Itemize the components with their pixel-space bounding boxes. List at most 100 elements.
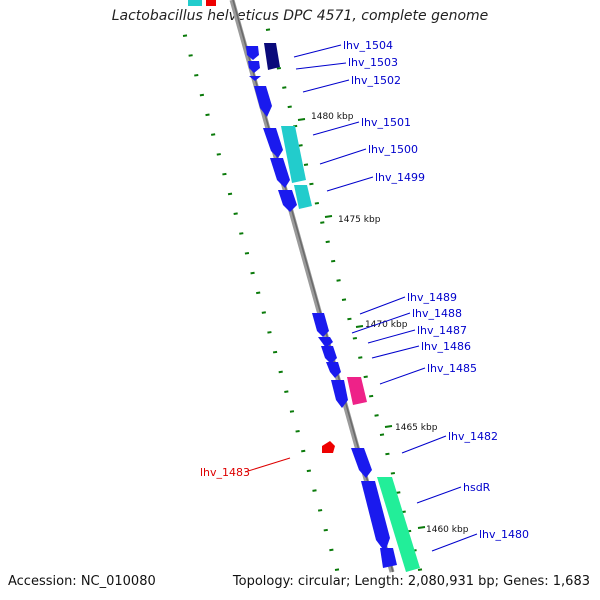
track-dot	[261, 311, 266, 314]
gene-label: hsdR	[463, 481, 491, 494]
cds-arrow	[331, 380, 348, 408]
cds-arrow	[278, 190, 297, 212]
tick-label: 1480 kbp	[311, 112, 354, 122]
accession-text: Accession: NC_010080	[8, 574, 156, 589]
track-dot	[347, 317, 352, 321]
cds-arrow	[326, 362, 341, 378]
track-dot	[205, 113, 210, 117]
track-dot	[303, 163, 309, 166]
gene-label: lhv_1504	[343, 39, 393, 52]
track-dot	[250, 271, 255, 275]
gene-label: lhv_1483	[200, 466, 250, 479]
track-dot	[222, 172, 227, 176]
track-dot	[358, 356, 363, 359]
cds-arrow	[361, 481, 390, 552]
track-dot	[227, 192, 233, 196]
gene-label: lhv_1502	[351, 74, 401, 87]
track-dot	[330, 259, 336, 263]
cds-arrow	[380, 548, 397, 568]
track-dot	[396, 491, 401, 494]
track-dot	[368, 394, 374, 398]
tick-label: 1460 kbp	[426, 525, 469, 535]
track-dot	[256, 291, 261, 295]
track-dot	[325, 240, 330, 244]
track-dot	[239, 232, 244, 235]
cds-cyan-block	[294, 185, 312, 209]
cds-arrow	[246, 46, 259, 60]
track-dot	[284, 390, 289, 393]
tick-label: 1470 kbp	[365, 320, 408, 330]
gene-label: lhv_1503	[348, 56, 398, 69]
gene-label: lhv_1487	[417, 324, 467, 337]
track-dot	[352, 336, 358, 340]
tick-label: 1465 kbp	[395, 423, 438, 433]
track-dot	[233, 212, 238, 215]
track-dot	[336, 279, 341, 282]
gene-label: lhv_1499	[375, 171, 425, 184]
cds-arrow	[263, 128, 283, 158]
cds-arrow	[321, 346, 337, 364]
cds-cyan-block	[281, 126, 306, 183]
track-dot	[417, 568, 423, 571]
feature-cyan-top	[188, 0, 202, 6]
gene-label: lhv_1489	[407, 291, 457, 304]
genome-summary-text: Topology: circular; Length: 2,080,931 bp…	[232, 574, 590, 589]
track-dot	[298, 144, 303, 147]
feature-red-top	[206, 0, 216, 6]
track-dot	[390, 471, 396, 475]
map-title: Lactobacillus helveticus DPC 4571, compl…	[111, 8, 489, 24]
track-dot	[244, 251, 250, 255]
gene-label: lhv_1486	[421, 340, 471, 353]
cds-features	[246, 43, 420, 572]
track-dot	[216, 153, 221, 156]
track-dot	[363, 375, 368, 379]
cds-arrow	[312, 313, 329, 337]
gene-labels: lhv_1504 lhv_1503 lhv_1502 lhv_1501 lhv_…	[200, 39, 529, 552]
track-dot	[341, 298, 347, 301]
track-dot	[320, 221, 325, 224]
tick-label: 1475 kbp	[338, 215, 381, 225]
track-dot	[309, 182, 314, 186]
track-dot	[385, 452, 390, 456]
track-dot	[314, 201, 320, 205]
gene-label: lhv_1482	[448, 430, 498, 443]
cds-arrow	[318, 337, 333, 348]
gene-label: lhv_1480	[479, 528, 529, 541]
track-dot	[334, 568, 340, 571]
cds-arrow	[248, 61, 260, 73]
track-dot	[317, 509, 323, 512]
kbp-ticks: 1480 kbp 1475 kbp 1470 kbp 1465 kbp 1460…	[297, 112, 469, 535]
track-dot	[287, 105, 292, 109]
track-dot	[194, 73, 199, 77]
track-dot	[272, 350, 278, 354]
cds-dark-block	[264, 43, 280, 70]
gene-label: lhv_1500	[368, 143, 418, 156]
track-dot	[282, 86, 287, 89]
track-dot	[182, 34, 188, 37]
gene-label: lhv_1488	[412, 307, 462, 320]
track-dot	[210, 133, 216, 136]
cds-green-block	[377, 477, 420, 572]
track-dot	[265, 28, 271, 31]
cds-arrow	[351, 448, 372, 478]
track-dot	[278, 370, 283, 374]
track-dot	[312, 489, 317, 492]
track-dot	[306, 469, 312, 473]
cds-arrow	[249, 76, 261, 81]
track-dot	[323, 528, 328, 532]
cds-magenta-block	[347, 377, 367, 405]
track-dot	[276, 66, 282, 70]
gene-label: lhv_1501	[361, 116, 411, 129]
track-dot	[374, 414, 379, 417]
track-dot	[295, 429, 300, 433]
inner-dotted-track	[182, 34, 340, 571]
track-dot	[188, 54, 193, 57]
track-dot	[301, 449, 306, 453]
track-dot	[379, 433, 385, 436]
track-dot	[289, 410, 295, 413]
cds-red-arrow	[322, 441, 335, 453]
track-dot	[267, 331, 272, 334]
track-dot	[199, 93, 205, 97]
gene-label: lhv_1485	[427, 362, 477, 375]
cds-arrow	[270, 158, 290, 188]
